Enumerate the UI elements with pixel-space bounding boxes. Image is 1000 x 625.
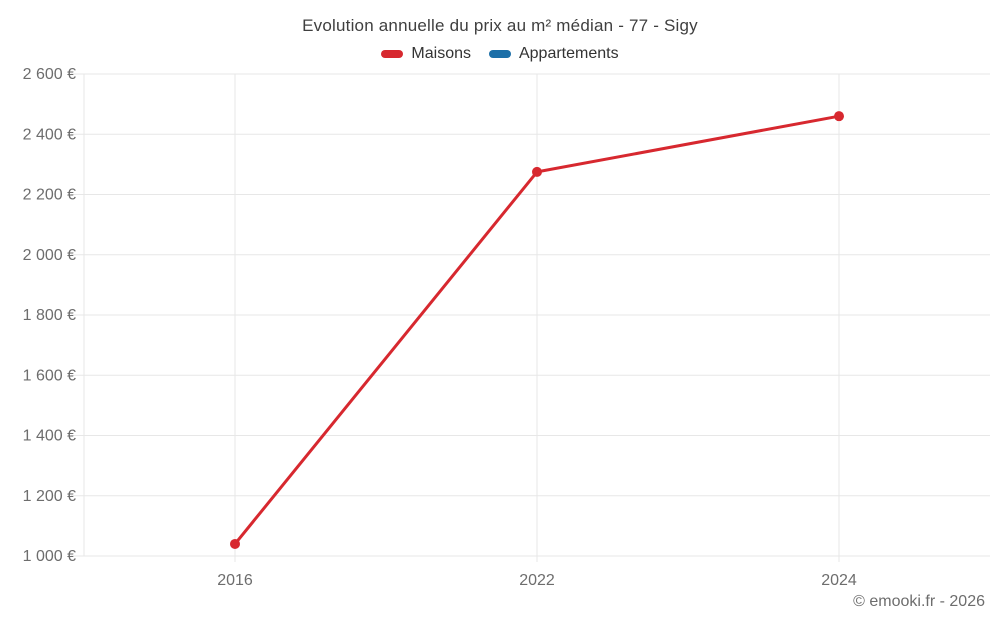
y-axis-tick-label: 1 400 € [23, 428, 76, 445]
y-axis-tick-label: 1 000 € [23, 548, 76, 565]
footer-credit: © emooki.fr - 2026 [853, 593, 985, 610]
y-axis-tick-label: 2 600 € [23, 66, 76, 83]
y-axis-tick-label: 1 200 € [23, 488, 76, 505]
legend-label-appartements: Appartements [518, 45, 619, 62]
data-point-maisons[interactable] [834, 111, 844, 122]
data-point-maisons[interactable] [532, 166, 542, 177]
y-axis-tick-label: 2 200 € [23, 187, 76, 204]
x-axis-tick-label: 2024 [821, 572, 857, 589]
legend-label-maisons: Maisons [411, 45, 471, 62]
data-point-maisons[interactable] [230, 538, 240, 549]
y-axis-tick-label: 1 600 € [23, 367, 76, 384]
legend: Maisons Appartements [0, 45, 1000, 63]
x-axis-tick-label: 2016 [217, 572, 253, 589]
maisons-series-swatch-icon [381, 50, 404, 58]
y-axis-tick-label: 1 800 € [23, 307, 76, 324]
chart-title: Evolution annuelle du prix au m² médian … [302, 16, 698, 35]
appartements-series-swatch-icon [488, 50, 511, 58]
y-axis-tick-label: 2 400 € [23, 126, 76, 143]
legend-item-maisons[interactable]: Maisons [381, 45, 471, 63]
y-axis-tick-label: 2 000 € [23, 247, 76, 264]
legend-item-appartements[interactable]: Appartements [488, 45, 619, 63]
x-axis-tick-label: 2022 [519, 572, 555, 589]
